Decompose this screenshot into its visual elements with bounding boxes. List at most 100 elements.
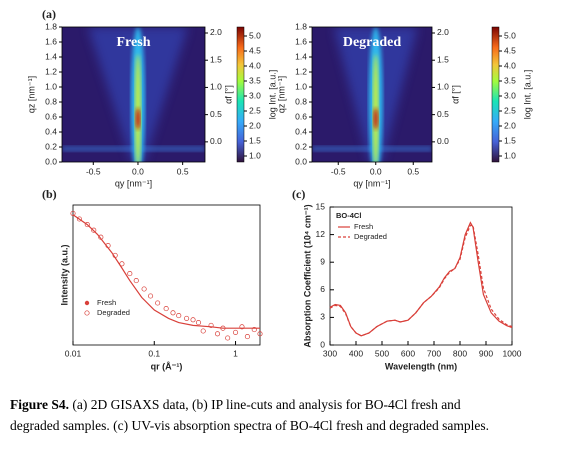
y2-tick-label: 0.0: [210, 136, 222, 146]
caption-line: Figure S4. (a) 2D GISAXS data, (b) IP li…: [10, 397, 461, 412]
y2-tick-label: 2.0: [210, 27, 222, 37]
colorbar-tick-label: 4.0: [249, 60, 261, 70]
colorbar-tick-label: 1.0: [504, 150, 516, 160]
colorbar-tick-label: 4.5: [504, 45, 516, 55]
heatmap-peak: [373, 108, 379, 130]
data-point: [112, 252, 118, 258]
colorbar-tick-label: 1.0: [249, 150, 261, 160]
data-point: [244, 334, 250, 340]
image-title: Fresh: [117, 35, 151, 50]
image-title: Degraded: [343, 35, 402, 50]
x-tick-label: -0.5: [86, 166, 101, 176]
y-axis-label: qz [nm⁻¹]: [26, 76, 36, 113]
colorbar-label: log Int. [a.u.]: [267, 70, 277, 120]
data-point: [84, 222, 90, 228]
data-point: [239, 324, 245, 330]
y2-axis-label: αf [°]: [450, 85, 460, 104]
y2-axis-label: αf [°]: [223, 85, 233, 104]
data-point: [70, 210, 76, 216]
heatmap-peak: [135, 108, 141, 130]
y2-tick-label: 1.0: [210, 82, 222, 92]
data-point: [119, 261, 125, 267]
y-tick-label: 1.2: [45, 66, 57, 76]
data-point: [155, 300, 161, 306]
plot-frame: [72, 204, 261, 346]
data-line: [329, 224, 513, 337]
colorbar-tick-label: 2.5: [249, 105, 261, 115]
caption-text: (a) 2D GISAXS data, (b) IP line-cuts and…: [69, 397, 461, 412]
heatmap-image: [62, 27, 205, 162]
colorbar-tick-label: 5.0: [504, 30, 516, 40]
y-tick-label: 0.6: [45, 111, 57, 121]
legend-label: Fresh: [354, 222, 373, 231]
colorbar-tick-label: 2.0: [504, 120, 516, 130]
legend-marker: [84, 310, 90, 316]
colorbar-tick-label: 3.5: [504, 75, 516, 85]
legend-label: Degraded: [354, 232, 387, 241]
legend-label: Fresh: [97, 298, 116, 307]
x-axis-label: qy [nm⁻¹]: [115, 178, 152, 188]
data-point: [184, 315, 190, 321]
colorbar-tick-label: 1.5: [504, 135, 516, 145]
y-tick-label: 0.2: [295, 141, 307, 151]
x-axis-label: Wavelength (nm): [385, 361, 457, 371]
y-tick-label: 0.4: [295, 126, 307, 136]
colorbar-tick-label: 3.0: [504, 90, 516, 100]
x-tick-label: 0.01: [65, 348, 82, 358]
caption-line: degraded samples. (c) UV-vis absorption …: [10, 418, 489, 433]
x-tick-label: 400: [349, 348, 363, 358]
data-point: [225, 335, 231, 341]
data-point: [170, 310, 176, 316]
y-tick-label: 0.4: [45, 126, 57, 136]
caption-label: Figure S4.: [10, 397, 69, 412]
panel-label: (c): [292, 187, 305, 201]
plot-frame: [329, 206, 513, 346]
y-tick-label: 15: [316, 201, 326, 211]
y-axis-label: Absorption Coefficient (10⁴ cm⁻¹): [302, 204, 312, 347]
data-point: [147, 293, 154, 299]
y-tick-label: 1.8: [45, 21, 57, 31]
colorbar-tick-label: 4.5: [249, 45, 261, 55]
y2-tick-label: 1.5: [210, 54, 222, 64]
y-tick-label: 1.0: [295, 81, 307, 91]
y-tick-label: 0.0: [295, 156, 307, 166]
data-point: [195, 320, 202, 326]
data-point: [98, 234, 104, 240]
data-point: [91, 227, 97, 233]
heatmap-image: [312, 27, 432, 162]
data-point: [232, 329, 239, 335]
data-point: [176, 313, 182, 319]
y-tick-label: 1.2: [295, 66, 307, 76]
y-tick-label: 0: [320, 339, 325, 349]
x-axis-label: qy [nm⁻¹]: [353, 178, 390, 188]
colorbar-label: log Int. [a.u.]: [522, 70, 532, 120]
y-tick-label: 0.8: [295, 96, 307, 106]
legend-label: Degraded: [97, 308, 130, 317]
panel-label: (a): [42, 7, 56, 21]
y-tick-label: 0.2: [45, 141, 57, 151]
data-point: [208, 322, 214, 328]
x-tick-label: 700: [427, 348, 441, 358]
plot-frame: [311, 26, 433, 163]
colorbar-tick-label: 3.5: [249, 75, 261, 85]
data-point: [200, 328, 206, 334]
colorbar-tick-label: 2.5: [504, 105, 516, 115]
y-tick-label: 1.0: [45, 81, 57, 91]
plot-frame: [61, 26, 206, 163]
data-point: [163, 306, 169, 312]
x-tick-label: 0.5: [407, 166, 419, 176]
x-tick-label: 800: [453, 348, 467, 358]
x-tick-label: 900: [479, 348, 493, 358]
y-tick-label: 1.6: [295, 36, 307, 46]
y2-tick-label: 2.0: [437, 27, 449, 37]
colorbar-tick-label: 4.0: [504, 60, 516, 70]
y-tick-label: 9: [320, 256, 325, 266]
y-tick-label: 1.6: [45, 36, 57, 46]
y-axis-label: qz [nm⁻¹]: [276, 76, 286, 113]
data-point: [105, 243, 111, 249]
colorbar-tick-label: 3.0: [249, 90, 261, 100]
y-tick-label: 1.4: [45, 51, 57, 61]
colorbar: [236, 26, 245, 163]
data-point: [214, 331, 221, 337]
